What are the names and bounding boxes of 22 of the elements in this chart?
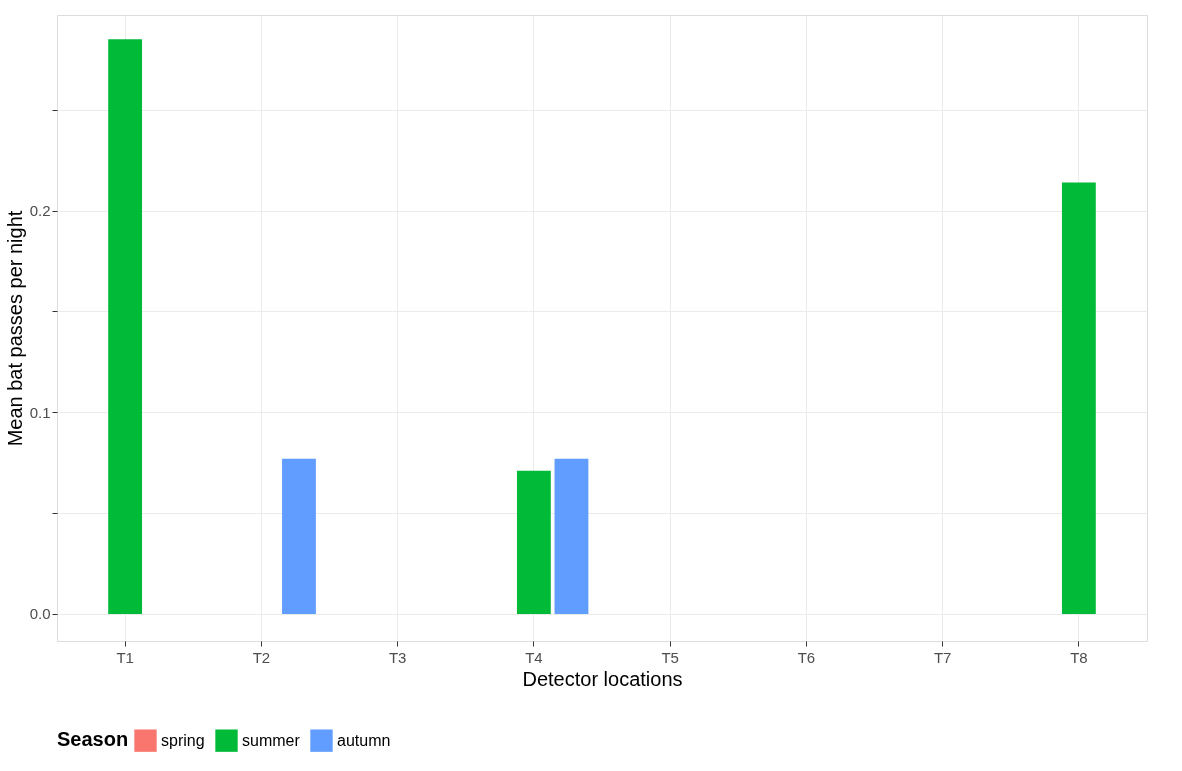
x-tick-label: T2 (252, 648, 271, 666)
x-tick-label: T7 (933, 648, 952, 666)
legend-title: Season (57, 728, 129, 750)
bar (554, 458, 589, 614)
legend-label: summer (242, 731, 301, 749)
y-tick-label: 0.2 (29, 202, 51, 220)
bar (1061, 182, 1096, 614)
y-tick-label: 0.1 (29, 403, 51, 421)
bar (282, 458, 316, 614)
x-axis-title: Detector locations (522, 667, 683, 690)
y-axis-title: Mean bat passes per night (3, 210, 26, 447)
legend-label: autumn (337, 731, 391, 749)
x-tick-label: T6 (797, 648, 816, 666)
bar (108, 39, 143, 614)
x-tick-label: T5 (661, 648, 679, 666)
x-tick-label: T3 (388, 648, 407, 666)
x-tick-label: T1 (116, 648, 134, 666)
legend-label: spring (161, 731, 205, 749)
x-tick-label: T4 (525, 648, 543, 666)
bar (516, 470, 551, 614)
x-tick-label: T8 (1070, 648, 1088, 666)
y-tick-label: 0.0 (29, 605, 51, 623)
